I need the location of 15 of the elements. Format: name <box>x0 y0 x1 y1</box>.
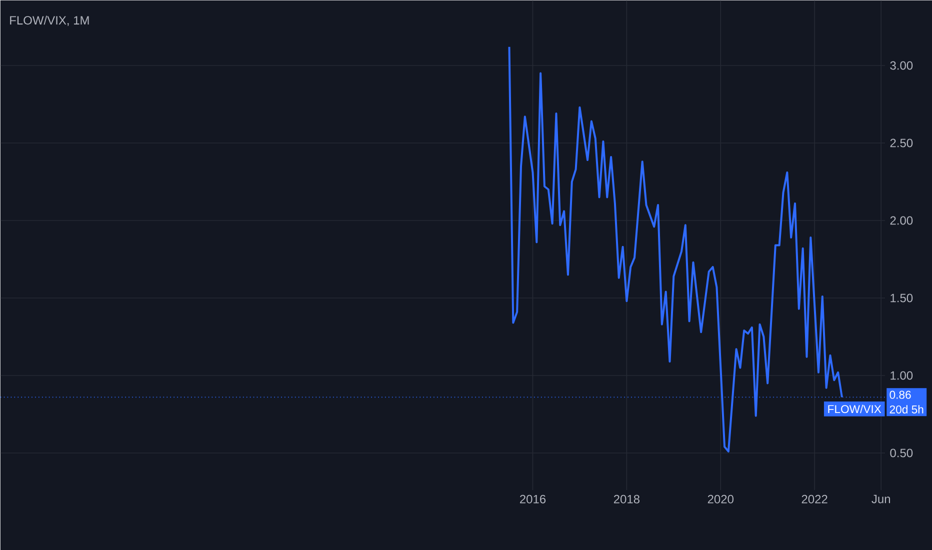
x-tick-label: 2022 <box>802 494 828 504</box>
y-tick-label: 1.00 <box>890 371 913 380</box>
text: FLOW/VIX, 1M <box>10 16 89 26</box>
y-tick-label: 0.50 <box>890 448 913 458</box>
text: 20d 5h <box>890 405 924 414</box>
ref-line-label: 0.86 <box>890 390 911 399</box>
x-tick-label: 2020 <box>708 494 734 504</box>
y-tick-label: 3.00 <box>890 61 913 70</box>
x-tick-label: 2016 <box>520 494 546 504</box>
series-label: FLOW/VIX <box>828 404 882 414</box>
x-tick-label: 2018 <box>614 494 640 504</box>
y-tick-label: 2.00 <box>890 216 913 225</box>
y-tick-label: 1.50 <box>890 294 913 302</box>
y-tick-label: 2.50 <box>890 138 913 148</box>
x-tick-label: Jun <box>872 494 890 504</box>
